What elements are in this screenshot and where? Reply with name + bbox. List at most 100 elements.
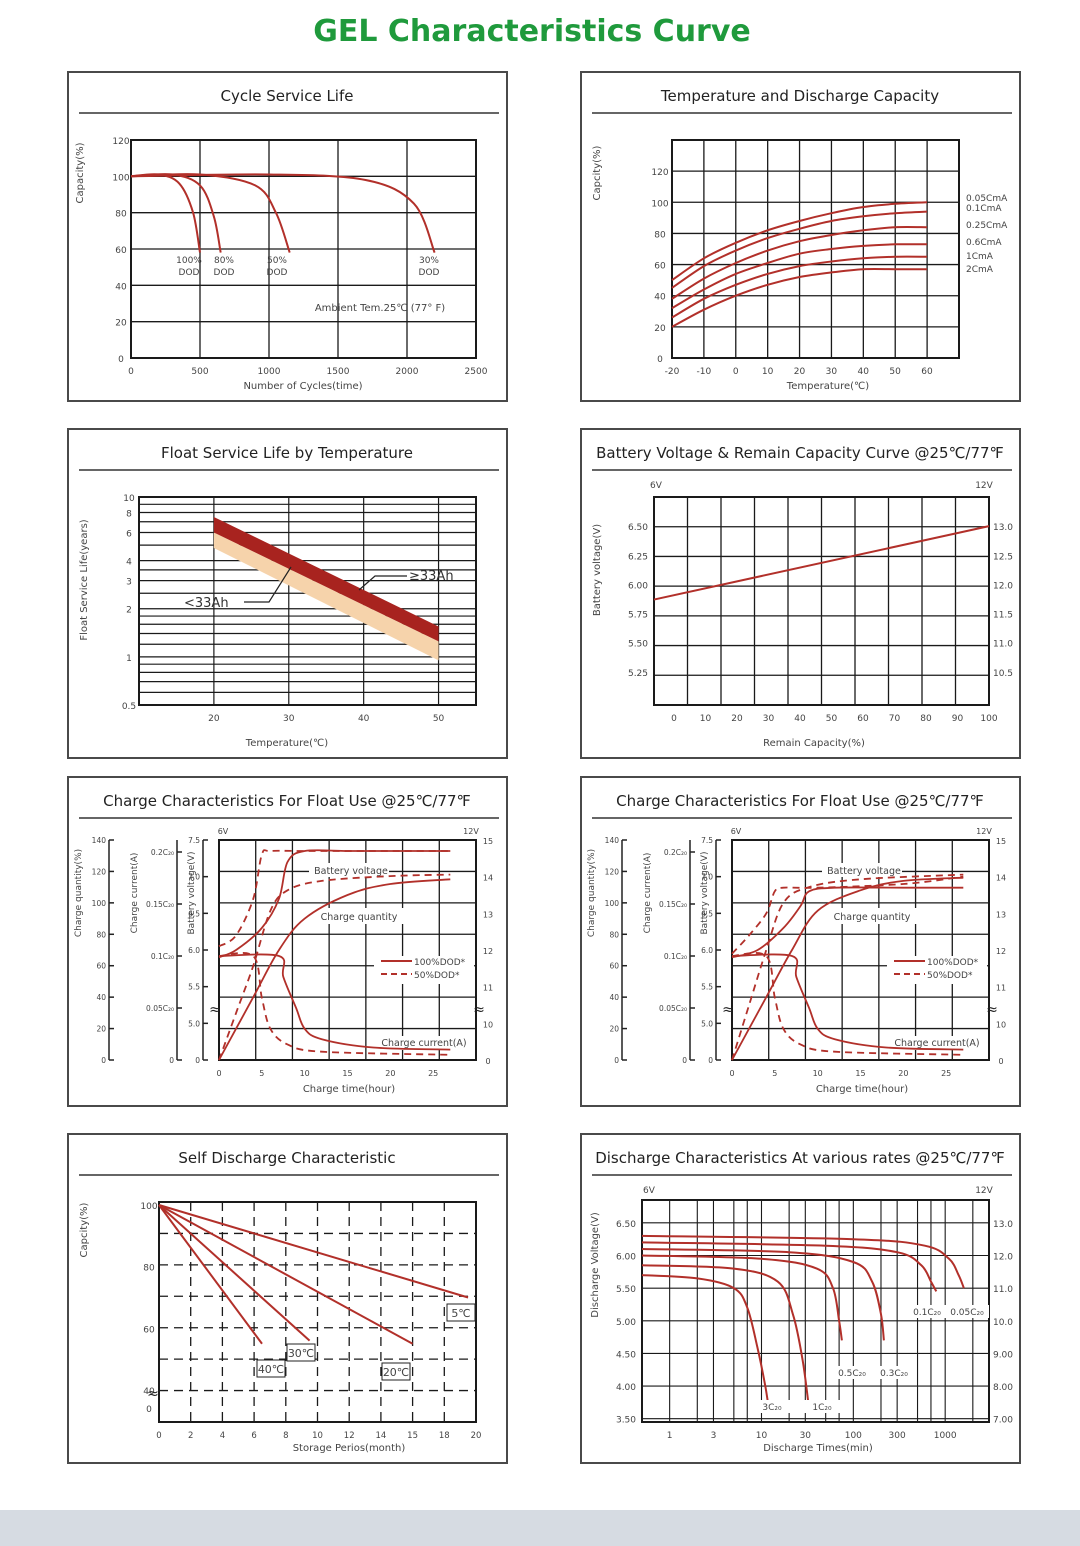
charge-curve-4: [218, 873, 451, 1061]
x-tick-label: 20: [898, 1069, 908, 1078]
voltage-label-bg: [309, 863, 389, 877]
y-axis-label: Discharge Voltage(V): [590, 1212, 601, 1318]
voltage-axis-title: Battery voltage(V): [700, 852, 710, 935]
x-tick-label: 1000: [258, 367, 281, 377]
y-right-tick-label: 10.0: [993, 1318, 1013, 1328]
y-tick-label: 120: [651, 168, 668, 178]
quantity-axis-label: 40: [609, 993, 619, 1002]
x-tick-label: 10: [813, 1069, 823, 1078]
x-tick-label: 20: [794, 367, 806, 377]
y-tick-label: 60: [115, 246, 127, 256]
temp-curve-2: [671, 210, 928, 289]
x-tick-label: 50: [889, 367, 901, 377]
voltage-axis-label: 5.0: [701, 1019, 713, 1028]
voltage-axis-label: 7.5: [188, 836, 200, 845]
y-axis-label: Capacity(%): [75, 142, 86, 203]
x-tick-label: 6: [251, 1431, 256, 1441]
plot-frame: [731, 839, 990, 1061]
x-tick-label: 70: [889, 714, 901, 724]
y-tick-label: 80: [143, 1264, 155, 1274]
legend-solid-label: 100%DOD*: [927, 958, 979, 968]
voltage-line: [653, 525, 990, 601]
charge-float-panel-1: Charge Characteristics For Float Use @25…: [67, 776, 508, 1107]
x-axis-label: Discharge Times(min): [763, 1443, 873, 1454]
x-tick-label: 50: [826, 714, 838, 724]
discharge-curve-2: [641, 1264, 811, 1410]
right-tick-label: 11: [483, 984, 493, 993]
cycle-service-life-panel: Cycle Service Life 0 20 40 60 80 100 120 0 500 100…: [67, 71, 508, 402]
cycle-label-4: 30%: [419, 256, 439, 266]
y-tick-label: 4: [126, 558, 132, 568]
y-left-tick-label: 5.50: [628, 640, 648, 650]
discharge-label-5: 0.1C₂₀: [913, 1308, 941, 1318]
axis-break-left: ≈: [722, 1002, 734, 1018]
temp-legend-2: 0.1CmA: [966, 204, 1002, 214]
discharge-label-bg-2: [800, 1400, 844, 1413]
current-axis-label: 0.2C₂₀: [664, 848, 687, 857]
charge-float-panel-2: Charge Characteristics For Float Use @25…: [580, 776, 1021, 1107]
axis-break-right: ≈: [986, 1002, 998, 1018]
x-axis-label: Storage Perios(month): [293, 1443, 406, 1454]
current-axis-label: 0: [169, 1056, 174, 1065]
x-tick-label: 12: [344, 1431, 355, 1441]
x-tick-label: 5: [259, 1069, 264, 1078]
self-label-box-1: [446, 1303, 476, 1322]
charge-curve-5: [731, 953, 964, 1051]
x-tick-label: 10: [700, 714, 712, 724]
right-unit-label: 12V: [975, 481, 993, 491]
cycle-label-3: 50%: [267, 256, 287, 266]
x-axis-label: Remain Capacity(%): [763, 738, 865, 749]
y-tick-label: 0: [118, 355, 124, 365]
quantity-axis-label: 60: [609, 962, 619, 971]
voltage-axis-label: 7.5: [701, 836, 713, 845]
y-left-tick-label: 5.75: [628, 611, 648, 621]
y-tick-label: 40: [143, 1387, 155, 1397]
right-tick-label: 0: [485, 1057, 490, 1066]
y-left-tick-label: 6.25: [628, 552, 648, 562]
x-tick-label: 20: [731, 714, 743, 724]
charge-current-label: Charge current(A): [894, 1038, 979, 1049]
x-tick-label: 8: [283, 1431, 288, 1441]
y-right-tick-label: 12.5: [993, 552, 1013, 562]
x-tick-label: 50: [433, 714, 445, 724]
float-label-large: ≥33Ah: [409, 569, 454, 584]
temp-curve-5: [671, 255, 928, 319]
voltage-remain-panel: Battery Voltage & Remain Capacity Curve …: [580, 428, 1021, 759]
right-tick-label: 14: [996, 874, 1006, 883]
cycle-label-dod-3: DOD: [267, 268, 288, 278]
cycle-label-1: 100%: [176, 256, 202, 266]
float-life-chart: Float Service Life by Temperature 0.5 1 2 3 4…: [79, 444, 499, 749]
quantity-label-bg: [309, 908, 409, 924]
y-tick-label: 80: [115, 210, 127, 220]
y-right-tick-label: 13.0: [993, 523, 1013, 533]
y-tick-label: 60: [143, 1325, 155, 1335]
y-left-tick-label: 6.50: [616, 1220, 636, 1230]
charge-float-chart-2: Charge Characteristics For Float Use @25…: [587, 792, 1012, 1095]
y-left-tick-label: 5.50: [616, 1285, 636, 1295]
y-right-tick-label: 12.0: [993, 581, 1013, 591]
axis-break: ≈: [147, 1386, 159, 1402]
quantity-axis-label: 0: [101, 1056, 106, 1065]
y-right-tick-label: 10.5: [993, 669, 1013, 679]
current-axis-label: 0.2C₂₀: [151, 848, 174, 857]
temp-curve-4: [671, 243, 928, 310]
right-tick-label: 11: [996, 984, 1006, 993]
right-tick-label: 14: [483, 874, 493, 883]
quantity-axis-label: 20: [96, 1025, 106, 1034]
chart-title: Float Service Life by Temperature: [161, 444, 413, 462]
quantity-axis-label: 40: [96, 993, 106, 1002]
x-tick-label: 25: [428, 1069, 438, 1078]
cycle-curve-4: [130, 173, 436, 253]
charge-curve-1: [218, 849, 451, 959]
plot-frame: [671, 139, 960, 359]
left-unit-label: 6V: [643, 1186, 656, 1196]
chart-title: Temperature and Discharge Capacity: [660, 87, 939, 105]
x-axis-label: Temperature(℃): [786, 381, 869, 392]
quantity-axis-title: Charge quantity(%): [587, 849, 597, 937]
y-tick-label: 100: [140, 1202, 157, 1212]
quantity-axis-label: 20: [609, 1025, 619, 1034]
self-label-4: 40℃: [258, 1363, 284, 1376]
discharge-curve-6: [641, 1234, 965, 1289]
temp-legend-6: 2CmA: [966, 265, 994, 275]
battery-voltage-label: Battery voltage: [314, 866, 388, 877]
